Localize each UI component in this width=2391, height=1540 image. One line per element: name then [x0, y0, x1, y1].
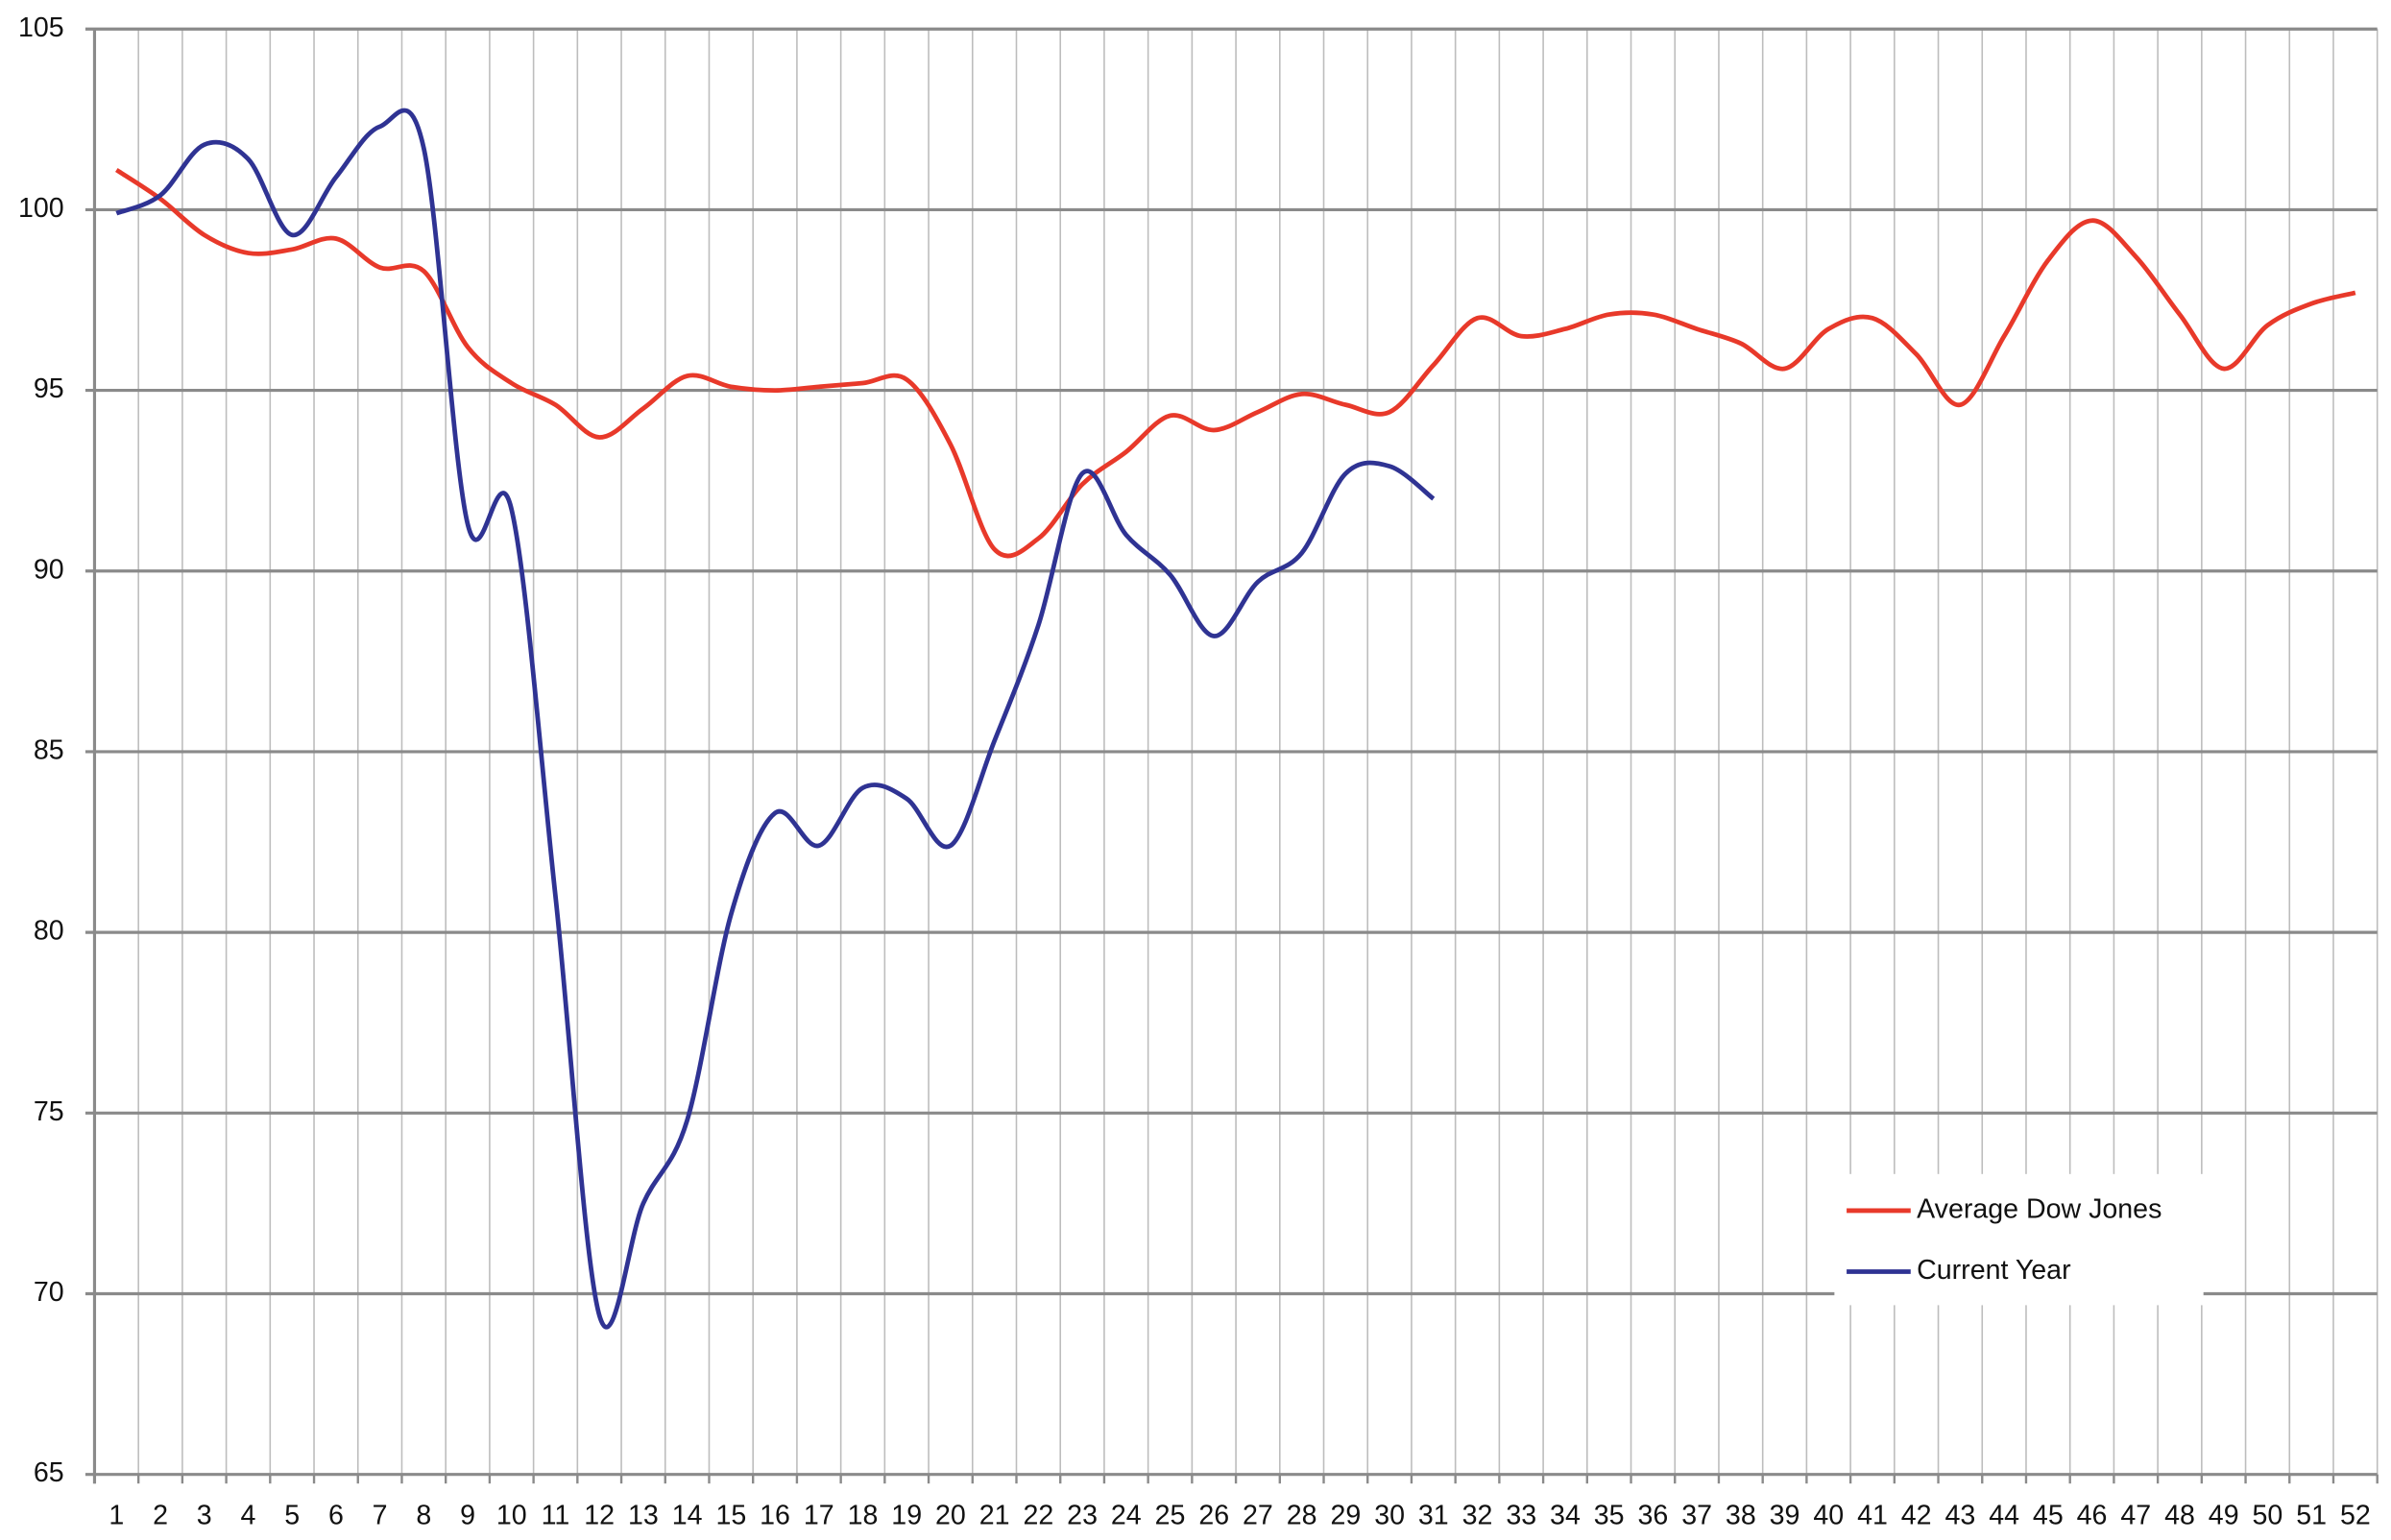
- x-tick-label: 20: [935, 1501, 966, 1531]
- x-tick-label: 28: [1287, 1501, 1317, 1531]
- y-tick-label: 100: [18, 193, 64, 224]
- x-tick-label: 35: [1594, 1501, 1625, 1531]
- y-tick-label: 90: [34, 554, 64, 585]
- x-tick-label: 51: [2296, 1501, 2327, 1531]
- x-tick-label: 30: [1374, 1501, 1405, 1531]
- x-tick-label: 7: [373, 1501, 388, 1531]
- x-tick-label: 1: [109, 1501, 124, 1531]
- x-tick-label: 27: [1243, 1501, 1273, 1531]
- x-tick-label: 31: [1418, 1501, 1449, 1531]
- y-tick-label: 80: [34, 916, 64, 947]
- x-tick-label: 22: [1023, 1501, 1053, 1531]
- x-tick-label: 43: [1945, 1501, 1976, 1531]
- x-tick-label: 40: [1813, 1501, 1844, 1531]
- x-tick-label: 44: [1989, 1501, 2019, 1531]
- x-tick-label: 42: [1901, 1501, 1932, 1531]
- y-tick-label: 65: [34, 1457, 64, 1488]
- y-tick-label: 70: [34, 1277, 64, 1308]
- x-tick-label: 6: [328, 1501, 344, 1531]
- x-tick-label: 19: [891, 1501, 922, 1531]
- x-tick-label: 38: [1726, 1501, 1756, 1531]
- x-tick-label: 24: [1111, 1501, 1142, 1531]
- legend-box: [1834, 1173, 2204, 1306]
- line-series: [115, 168, 2356, 559]
- x-tick-label: 36: [1637, 1501, 1668, 1531]
- x-tick-label: 2: [153, 1501, 168, 1531]
- x-tick-label: 21: [979, 1501, 1010, 1531]
- x-tick-label: 14: [672, 1501, 703, 1531]
- x-tick-label: 16: [760, 1501, 790, 1531]
- x-tick-label: 52: [2340, 1501, 2371, 1531]
- x-tick-label: 39: [1770, 1501, 1800, 1531]
- x-tick-label: 46: [2077, 1501, 2108, 1531]
- y-tick-label: 105: [18, 12, 64, 43]
- x-tick-label: 29: [1330, 1501, 1361, 1531]
- x-tick-label: 34: [1550, 1501, 1581, 1531]
- x-tick-label: 32: [1462, 1501, 1493, 1531]
- x-tick-label: 25: [1155, 1501, 1186, 1531]
- x-tick-label: 45: [2033, 1501, 2064, 1531]
- x-tick-label: 5: [284, 1501, 300, 1531]
- x-tick-label: 26: [1198, 1501, 1229, 1531]
- x-tick-label: 4: [241, 1501, 256, 1531]
- y-tick-label: 85: [34, 734, 64, 765]
- x-tick-label: 18: [848, 1501, 879, 1531]
- line-series: [115, 108, 1436, 1330]
- x-tick-label: 49: [2209, 1501, 2239, 1531]
- legend-label: Average Dow Jones: [1917, 1193, 2162, 1224]
- legend-label: Current Year: [1917, 1255, 2071, 1286]
- x-tick-label: 33: [1506, 1501, 1536, 1531]
- x-tick-label: 11: [542, 1501, 570, 1531]
- x-tick-label: 41: [1857, 1501, 1888, 1531]
- x-tick-label: 37: [1681, 1501, 1712, 1531]
- y-tick-label: 75: [34, 1096, 64, 1127]
- x-tick-label: 48: [2164, 1501, 2195, 1531]
- x-tick-label: 8: [416, 1501, 431, 1531]
- x-tick-label: 17: [804, 1501, 834, 1531]
- x-tick-label: 10: [496, 1501, 527, 1531]
- x-tick-label: 3: [197, 1501, 212, 1531]
- x-tick-label: 23: [1067, 1501, 1098, 1531]
- x-tick-label: 50: [2253, 1501, 2283, 1531]
- x-tick-label: 12: [584, 1501, 615, 1531]
- x-tick-label: 13: [628, 1501, 659, 1531]
- y-tick-label: 95: [34, 373, 64, 404]
- x-tick-label: 9: [460, 1501, 475, 1531]
- x-tick-label: 15: [715, 1501, 746, 1531]
- x-tick-label: 47: [2120, 1501, 2151, 1531]
